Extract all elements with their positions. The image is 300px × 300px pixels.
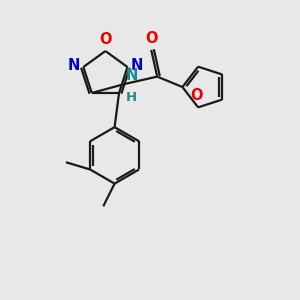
Text: O: O [190, 88, 203, 103]
Text: N: N [68, 58, 80, 73]
Text: N: N [130, 58, 143, 73]
Text: H: H [126, 92, 137, 104]
Text: O: O [145, 31, 158, 46]
Text: O: O [99, 32, 112, 47]
Text: N: N [126, 68, 138, 82]
